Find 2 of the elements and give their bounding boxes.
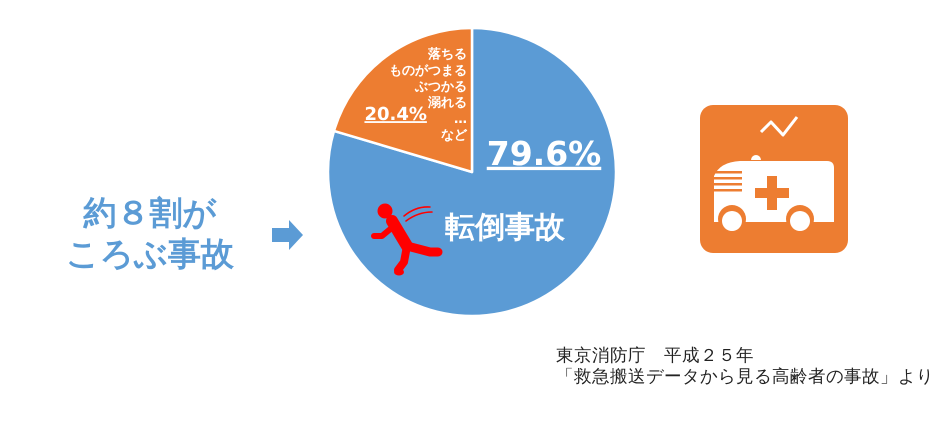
- annotation: 約８割がころぶ事故: [66, 193, 234, 273]
- annotation: 東京消防庁 平成２５年「救急搬送データから見る高齢者の事故」より: [556, 346, 934, 387]
